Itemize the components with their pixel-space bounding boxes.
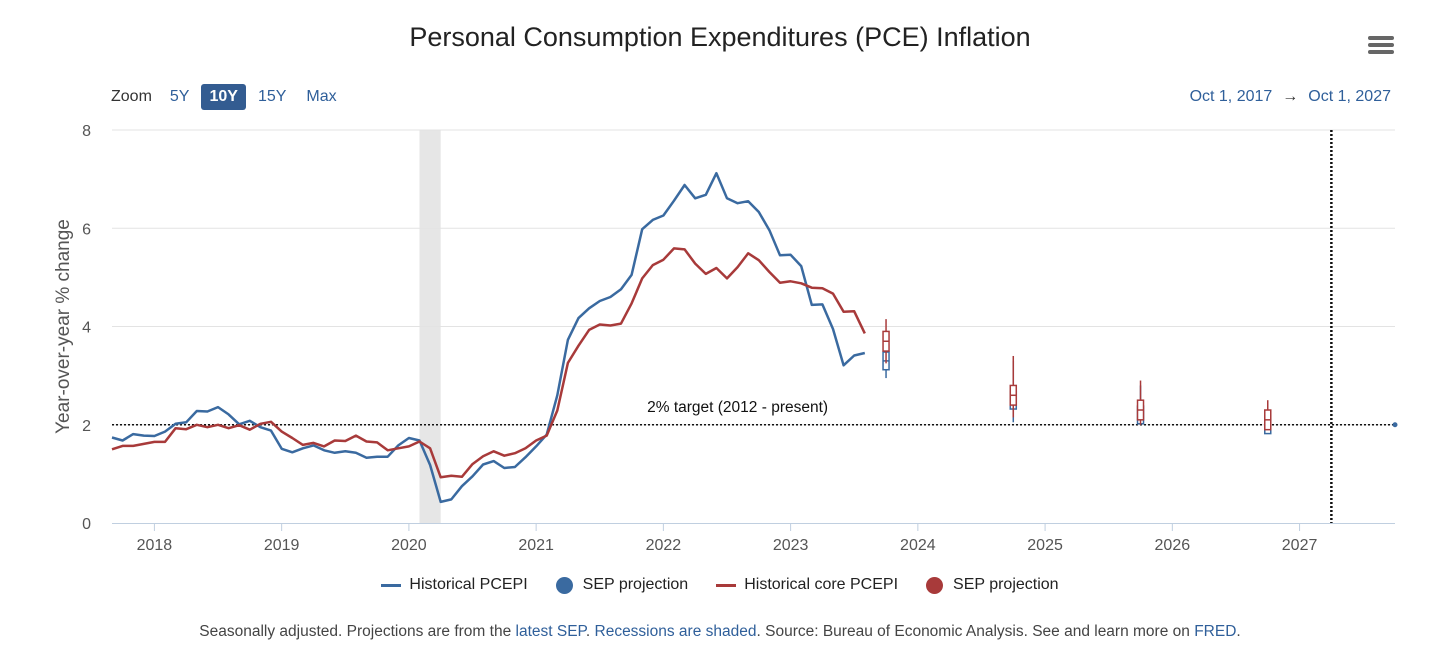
x-tick-label: 2021 [518,537,554,554]
legend-label: SEP projection [953,576,1059,593]
legend-line-swatch-blue [381,583,402,587]
legend-label: Historical core PCEPI [744,576,899,593]
x-tick-label: 2018 [137,537,173,554]
legend-item-historical-core-pcepi[interactable]: Historical core PCEPI [716,576,898,594]
date-range: Oct 1, 2017 → Oct 1, 2027 [1190,88,1391,106]
zoom-15y-button[interactable]: 15Y [257,88,287,105]
y-axis-label: Year-over-year % change [53,219,74,434]
target-line-label: 2% target (2012 - present) [647,399,828,416]
footnote-text: Seasonally adjusted. Projections are fro… [199,623,516,640]
legend-item-sep-projection-core[interactable]: SEP projection [926,576,1059,594]
range-start-date[interactable]: Oct 1, 2017 [1189,88,1273,105]
zoom-max-button[interactable]: Max [306,88,337,105]
y-tick-label: 8 [82,123,91,140]
historical-pcepi-line [111,171,866,504]
zoom-label: Zoom [111,88,152,105]
legend-label: Historical PCEPI [409,576,528,593]
x-tick-label: 2026 [1155,537,1191,554]
x-tick-label: 2020 [391,537,427,554]
sep-projection-series [882,319,1272,431]
y-tick-label: 4 [82,320,91,337]
footnote: Seasonally adjusted. Projections are fro… [0,623,1440,641]
x-tick-label: 2027 [1282,537,1318,554]
footnote-text: . Source: Bureau of Economic Analysis. S… [756,623,1195,640]
legend-item-sep-projection-pcepi[interactable]: SEP projection [555,576,689,594]
hamburger-menu-icon[interactable] [1368,36,1394,58]
range-end-date[interactable]: Oct 1, 2027 [1308,88,1391,105]
legend-dot-swatch-blue [555,576,573,594]
footnote-text: . [1236,623,1241,640]
fred-link[interactable]: FRED [1194,623,1237,640]
x-tick-label: 2019 [264,537,300,554]
zoom-controls: Zoom 5Y 10Y 15Y Max [111,82,349,112]
footnote-text: . [585,623,595,640]
sep-projection-point [1392,422,1398,428]
legend-label: SEP projection [582,576,689,593]
y-tick-label: 0 [82,516,91,533]
latest-sep-link[interactable]: latest SEP [515,623,586,640]
legend-line-swatch-red [716,583,737,587]
x-tick-label: 2024 [900,537,936,554]
legend-item-historical-pcepi[interactable]: Historical PCEPI [381,576,528,594]
zoom-5y-button[interactable]: 5Y [169,88,190,105]
chart-title: Personal Consumption Expenditures (PCE) … [409,22,1031,52]
range-arrow-icon: → [1282,88,1299,105]
y-tick-label: 2 [82,418,91,435]
x-tick-label: 2023 [773,537,809,554]
historical-core-pcepi-line [111,247,866,479]
recessions-link[interactable]: Recessions are shaded [594,623,757,640]
legend-dot-swatch-red [926,576,944,594]
x-tick-label: 2025 [1027,537,1063,554]
legend: Historical PCEPI SEP projection Historic… [0,576,1440,594]
zoom-10y-button[interactable]: 10Y [201,84,246,110]
x-tick-label: 2022 [646,537,682,554]
y-tick-label: 6 [82,221,91,238]
